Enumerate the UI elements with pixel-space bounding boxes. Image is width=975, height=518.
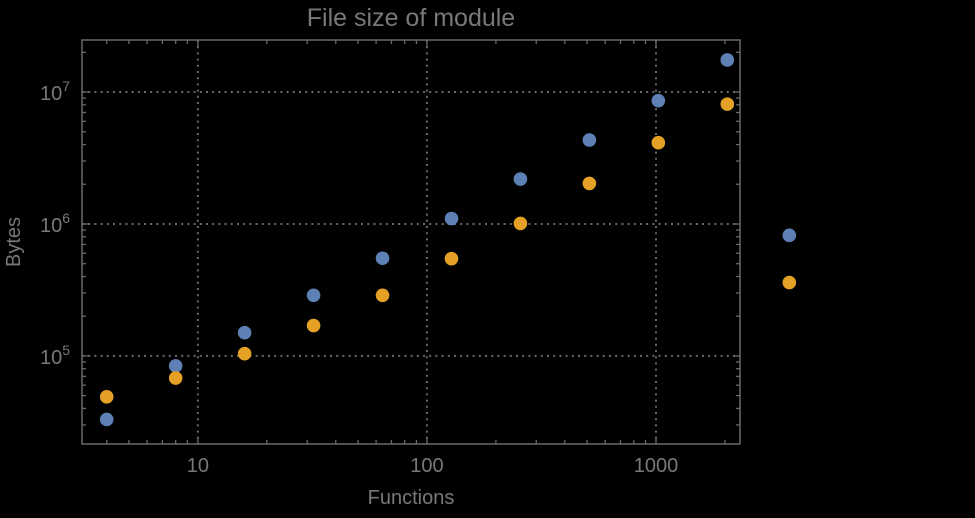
data-point-series-blue	[306, 288, 321, 303]
data-point-series-blue	[513, 172, 528, 186]
data-point-series-blue	[444, 211, 459, 226]
data-point-series-blue	[375, 251, 390, 266]
x-axis-label: Functions	[368, 487, 455, 509]
legend-marker-series-blue	[782, 228, 797, 243]
data-point-series-blue	[720, 53, 735, 67]
legend-markers	[782, 228, 797, 290]
data-point-series-orange	[444, 251, 459, 266]
x-tick-label: 10	[187, 455, 209, 477]
chart-title: File size of module	[307, 4, 515, 32]
data-point-series-blue	[582, 133, 597, 147]
y-tick-label: 105	[40, 342, 70, 369]
y-axis-label: Bytes	[3, 217, 25, 267]
data-points	[99, 53, 735, 427]
data-point-series-orange	[720, 97, 735, 111]
axis-tick-labels: 10 100 1000 105 106 107	[40, 78, 678, 477]
x-tick-label: 1000	[634, 455, 679, 477]
data-point-series-blue	[168, 359, 183, 373]
plot-frame	[81, 39, 741, 445]
data-point-series-orange	[375, 288, 390, 303]
data-point-series-blue	[237, 325, 252, 340]
data-point-series-blue	[99, 412, 114, 427]
y-tick-label: 107	[40, 78, 70, 105]
axis-ticks	[82, 40, 740, 444]
data-point-series-orange	[99, 389, 114, 404]
data-point-series-orange	[582, 176, 597, 191]
data-point-series-orange	[651, 135, 666, 150]
gridlines	[82, 40, 740, 444]
legend-marker-series-orange	[782, 275, 797, 290]
data-point-series-orange	[306, 318, 321, 333]
data-point-series-orange	[168, 371, 183, 385]
y-tick-label: 106	[40, 210, 70, 237]
x-tick-label: 100	[410, 455, 443, 477]
data-point-series-blue	[651, 93, 666, 108]
data-point-series-orange	[237, 346, 252, 361]
data-point-series-orange	[513, 216, 528, 231]
